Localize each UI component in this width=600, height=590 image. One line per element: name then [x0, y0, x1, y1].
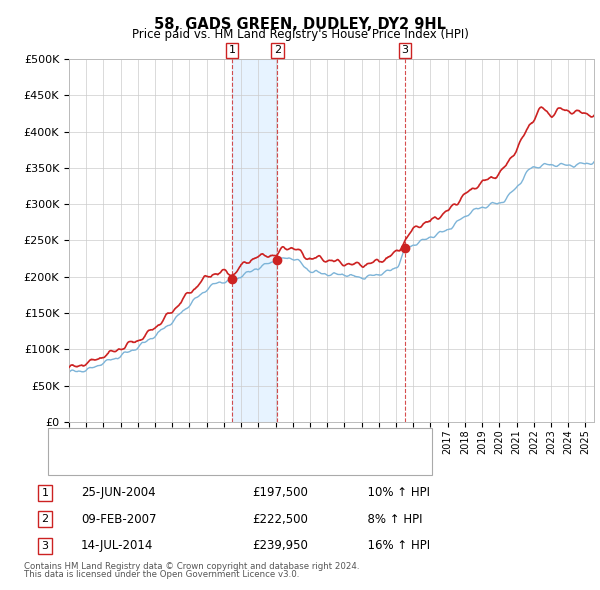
Text: 3: 3	[41, 541, 49, 550]
Text: 25-JUN-2004: 25-JUN-2004	[81, 486, 155, 499]
Text: 8% ↑ HPI: 8% ↑ HPI	[360, 513, 422, 526]
Text: HPI: Average price, detached house, Dudley: HPI: Average price, detached house, Dudl…	[75, 453, 305, 462]
Text: 58, GADS GREEN, DUDLEY, DY2 9HL: 58, GADS GREEN, DUDLEY, DY2 9HL	[154, 17, 446, 31]
Text: 10% ↑ HPI: 10% ↑ HPI	[360, 486, 430, 499]
Text: 16% ↑ HPI: 16% ↑ HPI	[360, 539, 430, 552]
Text: £222,500: £222,500	[252, 513, 308, 526]
Text: 58, GADS GREEN, DUDLEY, DY2 9HL (detached house): 58, GADS GREEN, DUDLEY, DY2 9HL (detache…	[75, 434, 358, 443]
Text: —: —	[57, 448, 74, 466]
Text: 2: 2	[274, 45, 281, 55]
Text: Price paid vs. HM Land Registry's House Price Index (HPI): Price paid vs. HM Land Registry's House …	[131, 28, 469, 41]
Text: 2: 2	[41, 514, 49, 524]
Text: £197,500: £197,500	[252, 486, 308, 499]
Text: —: —	[57, 430, 74, 447]
Bar	[232, 59, 277, 422]
Text: 1: 1	[229, 45, 236, 55]
Text: Contains HM Land Registry data © Crown copyright and database right 2024.: Contains HM Land Registry data © Crown c…	[24, 562, 359, 571]
Text: 3: 3	[401, 45, 409, 55]
Text: 09-FEB-2007: 09-FEB-2007	[81, 513, 157, 526]
Text: This data is licensed under the Open Government Licence v3.0.: This data is licensed under the Open Gov…	[24, 571, 299, 579]
Text: 1: 1	[41, 488, 49, 497]
Text: 14-JUL-2014: 14-JUL-2014	[81, 539, 154, 552]
Text: £239,950: £239,950	[252, 539, 308, 552]
